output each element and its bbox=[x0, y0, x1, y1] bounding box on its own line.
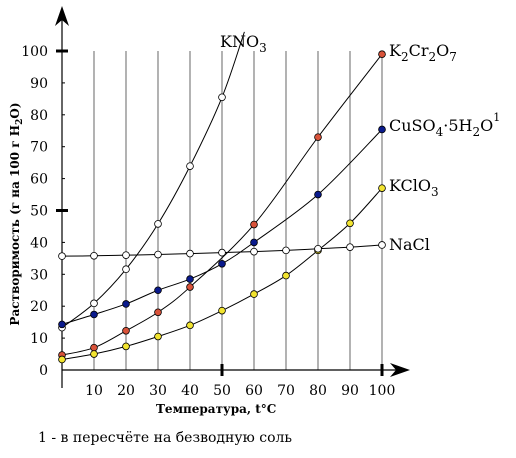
x-tick-labels: 10 20 30 40 50 60 70 80 90 100 bbox=[85, 383, 395, 399]
footnote-text: - в пересчёте на безводную соль bbox=[46, 430, 293, 446]
point-kclo3-10 bbox=[90, 350, 98, 358]
point-kclo3-70 bbox=[282, 271, 290, 280]
point-nacl-70 bbox=[282, 246, 290, 255]
x-axis-arrow bbox=[390, 363, 410, 377]
x-tick-label-90: 90 bbox=[341, 383, 359, 399]
footnote-marker: 1 bbox=[38, 430, 47, 446]
point-kclo3-30 bbox=[154, 332, 162, 341]
point-nacl-80 bbox=[314, 244, 322, 253]
x-tick-label-20: 20 bbox=[117, 383, 135, 399]
point-kclo3-20 bbox=[122, 342, 130, 351]
y-tick-labels: 0 10 20 30 40 50 60 70 80 90 100 bbox=[21, 44, 48, 379]
point-cuso45h2o-10 bbox=[90, 310, 98, 319]
point-kno3-50 bbox=[218, 93, 226, 102]
point-k2cr2o7-80 bbox=[314, 133, 322, 141]
point-kclo3-40 bbox=[186, 321, 194, 330]
axes bbox=[55, 6, 410, 388]
y-tick-label-30: 30 bbox=[30, 267, 48, 283]
point-cuso45h2o-50 bbox=[218, 259, 226, 268]
point-nacl-50 bbox=[218, 248, 226, 257]
y-axis-arrow bbox=[55, 6, 69, 26]
footnote: 1 - в пересчёте на безводную соль bbox=[38, 430, 292, 446]
point-cuso45h2o-20 bbox=[122, 300, 130, 308]
y-tick-label-100: 100 bbox=[21, 44, 48, 60]
y-tick-label-10: 10 bbox=[30, 331, 48, 347]
series-markers bbox=[58, 50, 386, 364]
x-tick-label-100: 100 bbox=[369, 383, 396, 399]
point-nacl-100 bbox=[378, 241, 386, 249]
x-axis-title: Температура, t°C bbox=[156, 402, 276, 416]
point-kclo3-60 bbox=[250, 290, 258, 298]
point-nacl-90 bbox=[346, 243, 354, 251]
series-label-kno3: KNO3 bbox=[220, 32, 267, 55]
point-kclo3-90 bbox=[346, 219, 354, 228]
point-k2cr2o7-100 bbox=[378, 50, 386, 58]
point-kno3-20 bbox=[122, 265, 130, 273]
y-tick-label-20: 20 bbox=[30, 299, 48, 315]
point-k2cr2o7-60 bbox=[250, 220, 258, 229]
series-label-k2cr2o7: K2Cr2O7 bbox=[389, 41, 457, 64]
y-tick-label-60: 60 bbox=[30, 172, 48, 188]
point-nacl-20 bbox=[122, 251, 130, 259]
point-k2cr2o7-30 bbox=[154, 308, 162, 317]
series-label-kclo3: KClO3 bbox=[389, 176, 439, 199]
x-tick-label-10: 10 bbox=[85, 383, 103, 399]
y-axis-title: Растворимость (г на 100 г H2O) bbox=[8, 102, 25, 325]
x-tick-label-60: 60 bbox=[245, 383, 263, 399]
point-cuso45h2o-80 bbox=[314, 190, 322, 199]
point-nacl-10 bbox=[90, 251, 98, 260]
x-tick-label-80: 80 bbox=[309, 383, 327, 399]
point-kno3-40 bbox=[186, 162, 194, 170]
point-cuso45h2o-0 bbox=[58, 320, 66, 329]
point-nacl-30 bbox=[154, 250, 162, 259]
y-tick-label-70: 70 bbox=[30, 140, 48, 156]
point-kclo3-100 bbox=[378, 184, 386, 192]
point-cuso45h2o-60 bbox=[250, 238, 258, 247]
y-tick-label-0: 0 bbox=[39, 363, 48, 379]
point-kclo3-0 bbox=[58, 355, 66, 364]
x-tick-label-50: 50 bbox=[213, 383, 231, 399]
series-label-cuso4: CuSO4·5H2O1 bbox=[389, 111, 500, 139]
vertical-grid bbox=[93, 51, 383, 370]
series-line-kno3 bbox=[61, 31, 245, 328]
point-nacl-60 bbox=[250, 247, 258, 256]
point-cuso45h2o-100 bbox=[378, 125, 386, 134]
point-k2cr2o7-40 bbox=[186, 283, 194, 291]
x-tick-label-40: 40 bbox=[181, 383, 199, 399]
point-kno3-10 bbox=[90, 299, 98, 308]
series-label-nacl: NaCl bbox=[389, 235, 430, 254]
x-tick-label-30: 30 bbox=[149, 383, 167, 399]
point-k2cr2o7-20 bbox=[122, 326, 130, 335]
y-tick-label-50: 50 bbox=[30, 204, 48, 220]
point-nacl-40 bbox=[186, 249, 194, 258]
y-tick-label-80: 80 bbox=[30, 108, 48, 124]
x-tick-label-70: 70 bbox=[277, 383, 295, 399]
point-cuso45h2o-30 bbox=[154, 286, 162, 295]
point-kclo3-50 bbox=[218, 306, 226, 315]
point-cuso45h2o-40 bbox=[186, 275, 194, 283]
point-kno3-30 bbox=[154, 220, 162, 228]
y-tick-label-40: 40 bbox=[30, 235, 48, 251]
y-tick-label-90: 90 bbox=[30, 76, 48, 92]
point-nacl-0 bbox=[58, 252, 66, 260]
point-k2cr2o7-10 bbox=[90, 343, 98, 352]
